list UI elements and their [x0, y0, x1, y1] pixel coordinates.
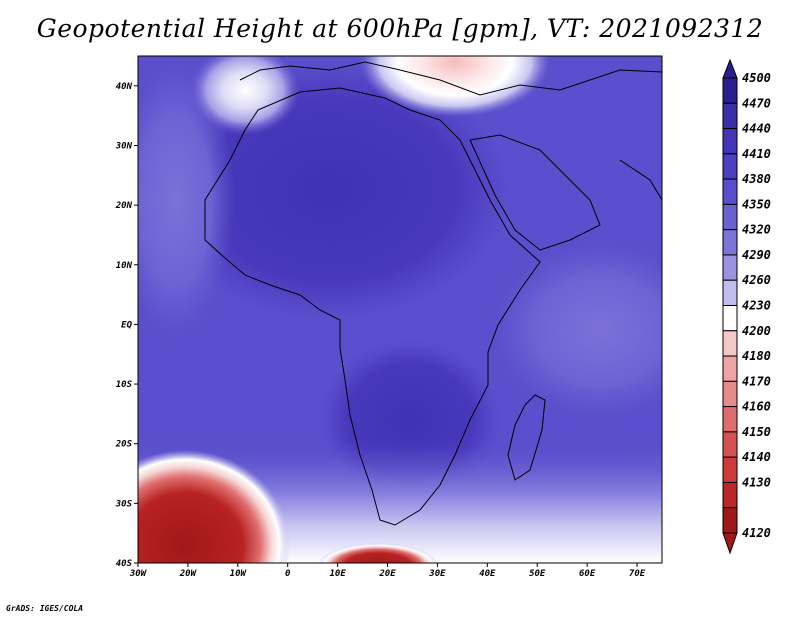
colorbar-label: 4260: [742, 273, 771, 287]
madagascar-coastline: [507, 394, 546, 481]
lat-tick-label: 20N: [115, 201, 133, 211]
colorbar-label: 4160: [742, 400, 771, 414]
latitude-axis: 40N 30N 20N 10N EQ 10S 20S 30S 40S: [115, 82, 138, 569]
arabian-peninsula-coastline: [469, 134, 601, 251]
colorbar-swatch: [722, 203, 738, 231]
contour-field: [138, 56, 662, 563]
colorbar-swatch: [722, 507, 738, 534]
colorbar-label: 4180: [742, 349, 771, 363]
lat-tick-label: 40N: [116, 82, 133, 92]
colorbar-swatch: [722, 305, 738, 332]
colorbar-swatch: [722, 128, 738, 155]
colorbar-label: 4130: [742, 475, 771, 489]
colorbar-swatch: [722, 153, 738, 180]
colorbar-label: 4320: [742, 223, 771, 237]
colorbar-bottom-arrow: [722, 532, 738, 555]
colorbar-label: 4140: [742, 450, 771, 464]
lon-tick-label: 10E: [329, 569, 346, 579]
lat-tick-label: 10S: [116, 380, 133, 390]
colorbar-label: 4120: [742, 526, 771, 540]
colorbar-top-arrow: [722, 58, 738, 79]
lat-tick-label: 40S: [116, 559, 133, 569]
colorbar-swatch: [722, 406, 738, 433]
colorbar-label: 4410: [742, 147, 771, 161]
colorbar-swatch: [722, 431, 738, 458]
lon-tick-label: 70E: [629, 569, 646, 579]
lat-tick-label: 30N: [115, 141, 133, 151]
colorbar-swatch: [722, 330, 738, 357]
lon-tick-label: 20E: [378, 569, 396, 579]
colorbar-swatch: [722, 77, 738, 104]
colorbar-swatch: [722, 355, 738, 382]
colorbar: 4500 4470 4440 4410 4380 4350 4320 4290 4260 4230…: [722, 58, 771, 555]
lat-tick-label: 10N: [116, 261, 133, 271]
colorbar-label: 4440: [742, 122, 771, 136]
lon-tick-label: 20W: [179, 569, 198, 579]
colorbar-label: 4290: [742, 248, 771, 262]
colorbar-label: 4170: [742, 374, 771, 388]
colorbar-label: 4380: [742, 172, 771, 186]
colorbar-label: 4350: [742, 197, 771, 211]
lat-tick-label: 20S: [115, 440, 133, 450]
colorbar-swatch: [722, 229, 738, 256]
lat-tick-label: EQ: [121, 320, 132, 330]
chart-title: Geopotential Height at 600hPa [gpm], VT:…: [36, 14, 764, 43]
lat-tick-label: 30S: [115, 499, 133, 509]
colorbar-swatch: [722, 102, 738, 130]
africa-coastline: [204, 87, 541, 526]
colorbar-label: 4500: [742, 71, 771, 85]
footer-credit: GrADS: IGES/COLA: [6, 604, 84, 613]
lon-tick-label: 0: [285, 569, 291, 579]
europe-coastline: [239, 61, 662, 96]
lon-tick-label: 40E: [479, 569, 496, 579]
colorbar-swatch: [722, 279, 738, 307]
colorbar-label: 4150: [742, 425, 771, 439]
longitude-axis: 30W 20W 10W 0 10E 20E 30E 40E 50E 60E 70E: [129, 563, 646, 579]
colorbar-label: 4470: [742, 96, 771, 110]
india-coastline: [619, 159, 662, 201]
colorbar-swatch: [722, 178, 738, 205]
lon-tick-label: 60E: [579, 569, 596, 579]
coastlines: [204, 61, 662, 526]
colorbar-label: 4200: [742, 324, 771, 338]
colorbar-swatch: [722, 456, 738, 483]
colorbar-swatch: [722, 481, 738, 509]
lon-tick-label: 30W: [129, 569, 148, 579]
lon-tick-label: 10W: [230, 569, 248, 579]
map-frame: [137, 55, 663, 564]
lon-tick-label: 30E: [428, 569, 446, 579]
colorbar-swatch: [722, 254, 738, 281]
colorbar-label: 4230: [742, 299, 771, 313]
lon-tick-label: 50E: [529, 569, 546, 579]
colorbar-swatch: [722, 380, 738, 408]
